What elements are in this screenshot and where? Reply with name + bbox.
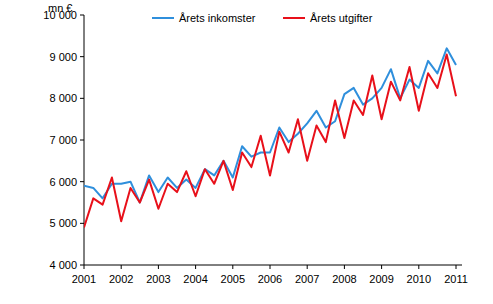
x-tick — [418, 265, 419, 269]
x-tick — [307, 265, 308, 269]
x-tick — [84, 265, 85, 269]
x-tick-label: 2007 — [295, 273, 319, 285]
x-tick-label: 2001 — [72, 273, 96, 285]
x-tick-label: 2010 — [407, 273, 431, 285]
y-tick — [80, 140, 84, 141]
legend-label: Årets inkomster — [179, 12, 256, 24]
x-tick — [381, 265, 382, 269]
x-tick — [195, 265, 196, 269]
x-tick-label: 2009 — [369, 273, 393, 285]
x-tick — [456, 265, 457, 269]
legend-label: Årets utgifter — [310, 12, 373, 24]
x-tick — [121, 265, 122, 269]
x-tick-label: 2003 — [146, 273, 170, 285]
y-tick — [80, 15, 84, 16]
y-tick-label: 4 000 — [49, 259, 77, 271]
y-tick-label: 6 000 — [49, 176, 77, 188]
y-tick — [80, 56, 84, 57]
x-tick — [232, 265, 233, 269]
legend-swatch — [152, 17, 174, 19]
y-tick-label: 5 000 — [49, 217, 77, 229]
y-tick — [80, 223, 84, 224]
x-axis — [84, 265, 462, 266]
x-tick-label: 2011 — [444, 273, 468, 285]
plot-area — [84, 48, 456, 227]
x-tick — [270, 265, 271, 269]
x-tick-label: 2002 — [109, 273, 133, 285]
series-line — [84, 55, 456, 228]
y-tick — [80, 181, 84, 182]
y-tick-label: 8 000 — [49, 92, 77, 104]
y-axis-label: mn € — [48, 2, 72, 14]
chart: 4 0005 0006 0007 0008 0009 00010 0002001… — [0, 0, 493, 304]
x-tick-label: 2008 — [332, 273, 356, 285]
x-tick-label: 2006 — [258, 273, 282, 285]
y-tick — [80, 265, 84, 266]
y-tick-label: 7 000 — [49, 134, 77, 146]
y-tick — [80, 98, 84, 99]
legend-swatch — [283, 17, 305, 19]
x-tick — [344, 265, 345, 269]
x-tick-label: 2004 — [183, 273, 207, 285]
series-line — [84, 48, 456, 202]
y-tick-label: 9 000 — [49, 51, 77, 63]
x-tick — [158, 265, 159, 269]
x-tick-label: 2005 — [221, 273, 245, 285]
